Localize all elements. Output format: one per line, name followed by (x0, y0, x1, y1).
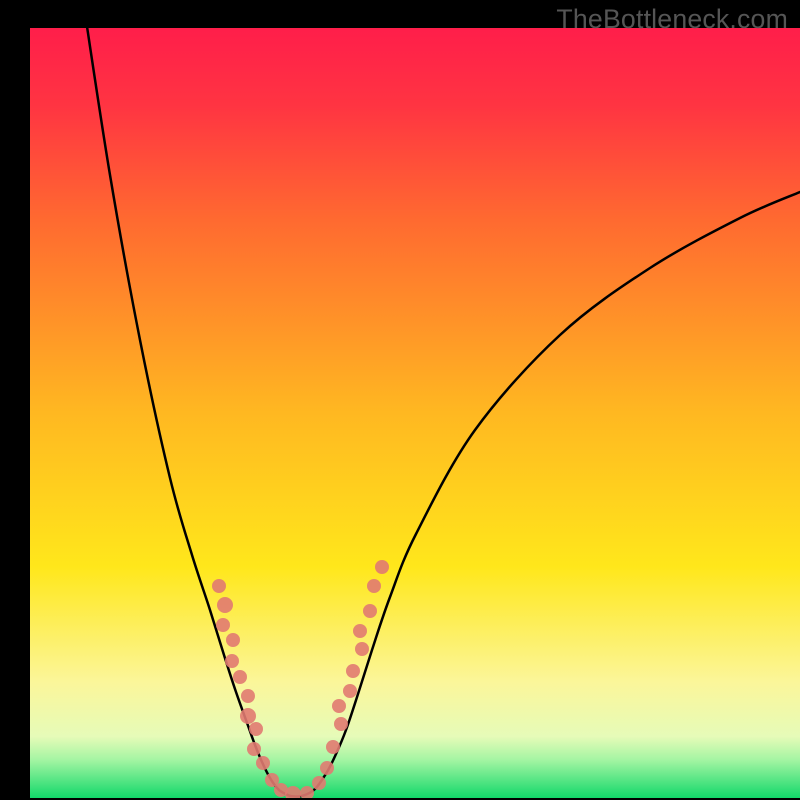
data-point (249, 722, 263, 736)
data-point (375, 560, 389, 574)
data-point (367, 579, 381, 593)
data-point (247, 742, 261, 756)
data-point (312, 776, 326, 790)
data-point (363, 604, 377, 618)
curve-left-branch (83, 0, 290, 796)
curve-right-branch (290, 192, 800, 797)
data-point (343, 684, 357, 698)
data-point (332, 699, 346, 713)
data-point (240, 708, 256, 724)
data-point (355, 642, 369, 656)
data-point (334, 717, 348, 731)
chart-stage: TheBottleneck.com (0, 0, 800, 800)
data-point (241, 689, 255, 703)
data-point (225, 654, 239, 668)
data-point (326, 740, 340, 754)
data-point (320, 761, 334, 775)
data-point (256, 756, 270, 770)
data-point (226, 633, 240, 647)
data-point (300, 786, 314, 800)
data-point (212, 579, 226, 593)
data-point (353, 624, 367, 638)
data-point (346, 664, 360, 678)
data-point (217, 597, 233, 613)
data-point (233, 670, 247, 684)
data-point (216, 618, 230, 632)
bottleneck-curve-plot (0, 0, 800, 800)
